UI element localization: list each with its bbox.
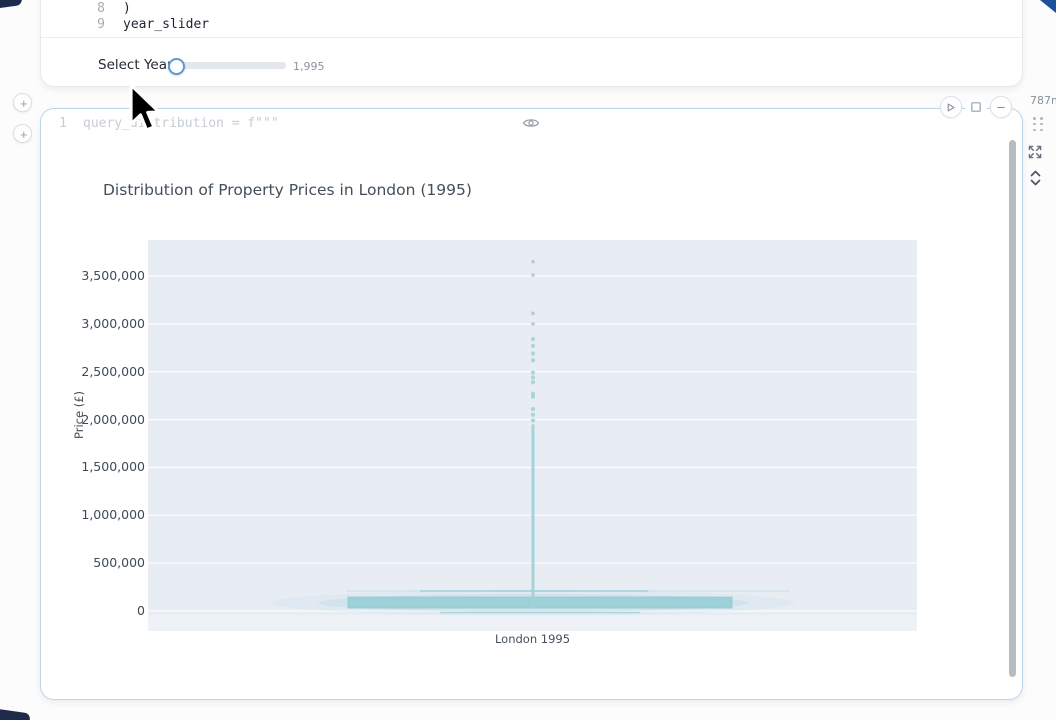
outlier-point (530, 370, 536, 375)
x-axis-category-label: London 1995 (494, 632, 571, 646)
code-line[interactable]: 8 ) (41, 1, 1022, 17)
outlier-point (530, 337, 536, 342)
line-number: 8 (97, 1, 105, 16)
stop-cell-button[interactable] (965, 96, 987, 118)
resize-vertical-icon[interactable] (1028, 169, 1043, 187)
stop-square-icon (971, 102, 981, 112)
screen-corner-artifact-top-right (1040, 0, 1056, 13)
cell-runtime-badge: 787m (1030, 94, 1056, 107)
outlier-point-faint (531, 322, 535, 326)
screen-corner-artifact-top-left (0, 0, 23, 10)
box (347, 596, 733, 609)
outlier-point (530, 343, 536, 348)
outlier-point (530, 418, 536, 423)
outlier-point (530, 351, 536, 356)
outlier-point (530, 358, 536, 363)
y-axis-tick-label: 1,000,000 (81, 507, 145, 523)
y-axis-tick-label: 3,500,000 (81, 267, 145, 283)
y-axis-tick-label: 3,000,000 (81, 315, 145, 331)
y-axis-tick-labels: 0 500,000 1,000,000 1,500,000 2,000,000 2,500… (40, 0, 145, 720)
outlier-point-faint (531, 259, 535, 264)
expand-fullscreen-icon[interactable] (1027, 144, 1043, 160)
outlier-point (530, 406, 536, 412)
drag-handle-icon[interactable] (1033, 117, 1043, 132)
outlier-point-faint (531, 311, 535, 316)
eye-icon[interactable] (522, 116, 540, 130)
outlier-point (530, 412, 536, 417)
below-zero-band (148, 614, 917, 631)
y-axis-tick-label: 2,500,000 (81, 363, 145, 379)
add-cell-below-button[interactable]: + (13, 124, 32, 143)
cell-output-divider (41, 37, 1022, 38)
cell-scrollbar-thumb[interactable] (1009, 140, 1016, 677)
outlier-point (530, 380, 536, 385)
outlier-stem (531, 424, 535, 609)
y-axis-tick-label: 2,000,000 (81, 411, 145, 427)
y-axis-tick-label: 500,000 (93, 555, 145, 571)
outlier-point (530, 394, 536, 399)
y-axis-tick-label: 1,500,000 (81, 459, 145, 475)
run-cell-button[interactable] (940, 96, 962, 118)
outlier-point (530, 375, 536, 380)
slider-value: 1,995 (293, 60, 325, 73)
code-cell-year-slider: 8 ) 9 year_slider Select Year: 1,995 (40, 0, 1023, 87)
y-axis-tick-label: 0 (137, 602, 145, 618)
play-icon (947, 102, 955, 111)
code-text[interactable]: ) (123, 1, 131, 16)
screen-corner-artifact-bottom-left (0, 708, 31, 720)
year-slider-track[interactable] (180, 62, 286, 69)
add-cell-above-button[interactable]: + (13, 93, 32, 112)
slider-label: Select Year: (98, 57, 177, 73)
plus-icon: + (20, 96, 28, 111)
plus-icon: + (20, 127, 28, 142)
mouse-cursor-icon (129, 83, 161, 132)
code-text[interactable]: year_slider (123, 17, 210, 32)
minus-icon (997, 106, 1005, 108)
year-slider-thumb[interactable] (168, 58, 185, 75)
collapse-cell-button[interactable] (990, 96, 1012, 118)
outlier-point-faint (531, 273, 535, 277)
outlier-point (530, 391, 536, 396)
line-number: 9 (97, 17, 105, 32)
code-line[interactable]: 9 year_slider (41, 17, 1022, 33)
line-number: 1 (59, 116, 67, 131)
chart-title: Distribution of Property Prices in Londo… (103, 181, 472, 199)
box-plot-svg (148, 259, 917, 631)
